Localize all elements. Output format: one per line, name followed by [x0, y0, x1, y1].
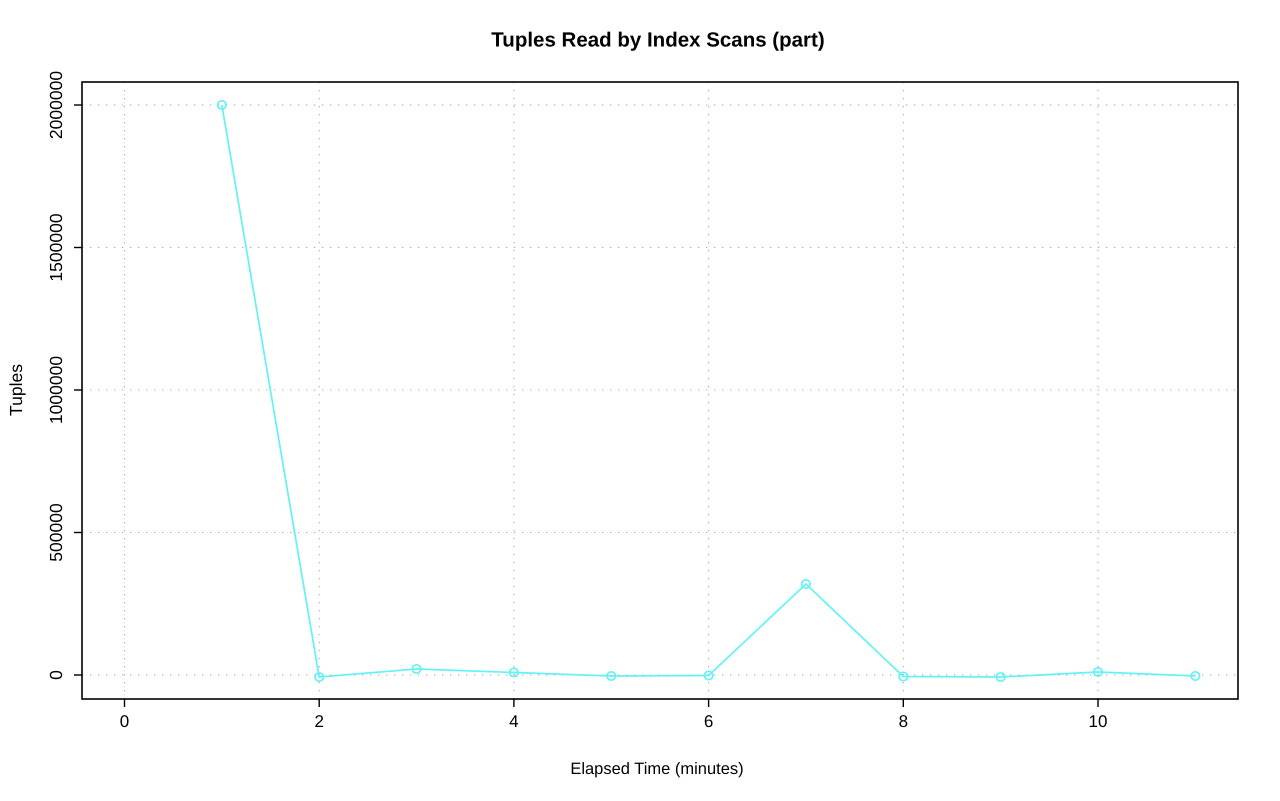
svg-text:2000000: 2000000 — [46, 71, 66, 139]
svg-text:10: 10 — [1089, 712, 1108, 731]
svg-text:Tuples Read by Index Scans (pa: Tuples Read by Index Scans (part) — [491, 29, 824, 52]
svg-text:6: 6 — [704, 712, 713, 731]
svg-text:0: 0 — [120, 712, 129, 731]
svg-text:8: 8 — [899, 712, 908, 731]
svg-text:1500000: 1500000 — [46, 213, 66, 281]
svg-text:4: 4 — [509, 712, 518, 731]
svg-text:2: 2 — [314, 712, 323, 731]
svg-text:Tuples: Tuples — [6, 364, 26, 416]
svg-text:500000: 500000 — [46, 503, 66, 562]
svg-text:Elapsed Time (minutes): Elapsed Time (minutes) — [570, 760, 743, 778]
svg-text:0: 0 — [46, 670, 66, 680]
svg-text:1000000: 1000000 — [46, 356, 66, 424]
